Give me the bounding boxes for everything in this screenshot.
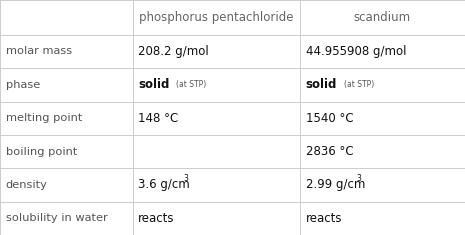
Text: solid: solid xyxy=(138,78,169,91)
Text: reacts: reacts xyxy=(306,212,342,225)
Text: density: density xyxy=(6,180,47,190)
Text: 148 °C: 148 °C xyxy=(138,112,179,125)
Text: 208.2 g/mol: 208.2 g/mol xyxy=(138,45,209,58)
Text: 3.6 g/cm: 3.6 g/cm xyxy=(138,178,190,192)
Text: molar mass: molar mass xyxy=(6,47,72,56)
Text: (at STP): (at STP) xyxy=(176,80,206,89)
Text: 1540 °C: 1540 °C xyxy=(306,112,353,125)
Text: scandium: scandium xyxy=(354,11,411,24)
Text: boiling point: boiling point xyxy=(6,147,77,157)
Text: phase: phase xyxy=(6,80,40,90)
Text: solid: solid xyxy=(306,78,337,91)
Text: melting point: melting point xyxy=(6,113,82,123)
Text: phosphorus pentachloride: phosphorus pentachloride xyxy=(139,11,293,24)
Text: 2.99 g/cm: 2.99 g/cm xyxy=(306,178,365,192)
Text: (at STP): (at STP) xyxy=(344,80,374,89)
Text: 44.955908 g/mol: 44.955908 g/mol xyxy=(306,45,406,58)
Text: solubility in water: solubility in water xyxy=(6,213,107,223)
Text: 3: 3 xyxy=(184,174,188,183)
Text: 2836 °C: 2836 °C xyxy=(306,145,353,158)
Text: reacts: reacts xyxy=(138,212,174,225)
Text: 3: 3 xyxy=(357,174,361,183)
